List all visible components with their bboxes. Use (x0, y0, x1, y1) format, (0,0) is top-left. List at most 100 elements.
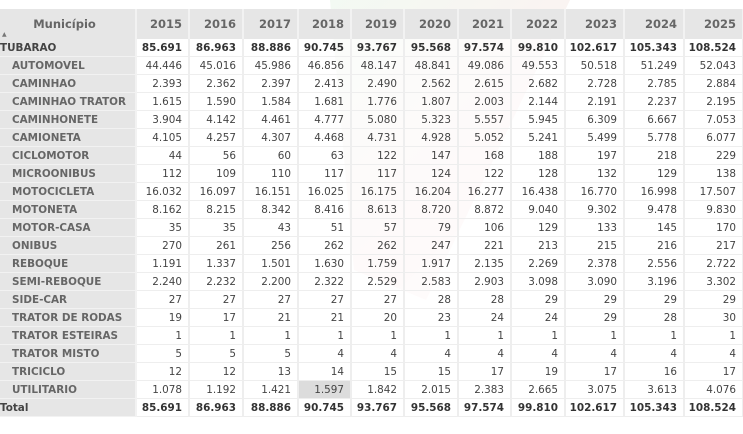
table-cell[interactable]: 2.728 (565, 74, 625, 93)
table-cell[interactable]: 2.397 (243, 74, 299, 93)
table-cell[interactable]: 6.077 (684, 128, 743, 147)
row-label[interactable]: CAMINHONETE (0, 110, 137, 129)
row-label[interactable]: TRATOR DE RODAS (0, 308, 137, 327)
table-cell[interactable]: 16 (624, 362, 685, 381)
table-cell[interactable]: 4 (458, 344, 512, 363)
table-cell[interactable]: 2.393 (136, 74, 190, 93)
table-cell[interactable]: 1.584 (243, 92, 299, 111)
column-header-2017[interactable]: 2017 (243, 9, 299, 39)
table-cell[interactable]: 29 (511, 290, 566, 309)
table-cell[interactable]: 4.461 (243, 110, 299, 129)
table-cell[interactable]: 1.807 (404, 92, 459, 111)
table-cell[interactable]: 1.776 (351, 92, 405, 111)
table-cell[interactable]: 14 (298, 362, 352, 381)
table-cell[interactable]: 2.144 (511, 92, 566, 111)
table-cell[interactable]: 1.597 (298, 380, 352, 399)
table-cell[interactable]: 1 (189, 326, 244, 345)
table-cell[interactable]: 2.240 (136, 272, 190, 291)
table-cell[interactable]: 99.810 (511, 39, 566, 57)
table-cell[interactable]: 4 (298, 344, 352, 363)
row-label[interactable]: CAMINHAO TRATOR (0, 92, 137, 111)
table-cell[interactable]: 5 (243, 344, 299, 363)
table-cell[interactable]: 88.886 (243, 398, 299, 417)
table-cell[interactable]: 105.343 (624, 39, 685, 57)
table-cell[interactable]: 9.040 (511, 200, 566, 219)
table-cell[interactable]: 24 (458, 308, 512, 327)
table-cell[interactable]: 85.691 (136, 398, 190, 417)
table-cell[interactable]: 57 (351, 218, 405, 237)
table-cell[interactable]: 8.215 (189, 200, 244, 219)
table-cell[interactable]: 2.665 (511, 380, 566, 399)
table-cell[interactable]: 1.191 (136, 254, 190, 273)
table-cell[interactable]: 23 (404, 308, 459, 327)
table-cell[interactable]: 56 (189, 146, 244, 165)
table-cell[interactable]: 4.257 (189, 128, 244, 147)
table-cell[interactable]: 17 (458, 362, 512, 381)
table-cell[interactable]: 261 (189, 236, 244, 255)
row-label[interactable]: TRICICLO (0, 362, 137, 381)
table-cell[interactable]: 6.667 (624, 110, 685, 129)
table-cell[interactable]: 99.810 (511, 398, 566, 417)
table-cell[interactable]: 1 (624, 326, 685, 345)
table-cell[interactable]: 12 (136, 362, 190, 381)
table-cell[interactable]: 28 (458, 290, 512, 309)
row-label[interactable]: CAMINHAO (0, 74, 137, 93)
table-cell[interactable]: 15 (404, 362, 459, 381)
table-cell[interactable]: 2.529 (351, 272, 405, 291)
table-cell[interactable]: 9.478 (624, 200, 685, 219)
column-header-2018[interactable]: 2018 (298, 9, 352, 39)
table-cell[interactable]: 2.378 (565, 254, 625, 273)
table-cell[interactable]: 122 (458, 164, 512, 183)
table-cell[interactable]: 97.574 (458, 39, 512, 57)
table-cell[interactable]: 110 (243, 164, 299, 183)
table-cell[interactable]: 3.098 (511, 272, 566, 291)
table-cell[interactable]: 97.574 (458, 398, 512, 417)
table-cell[interactable]: 5.945 (511, 110, 566, 129)
table-cell[interactable]: 45.986 (243, 56, 299, 75)
table-cell[interactable]: 197 (565, 146, 625, 165)
row-label[interactable]: Total (0, 398, 137, 417)
table-cell[interactable]: 2.237 (624, 92, 685, 111)
table-cell[interactable]: 21 (298, 308, 352, 327)
table-cell[interactable]: 109 (189, 164, 244, 183)
row-label[interactable]: TRATOR ESTEIRAS (0, 326, 137, 345)
table-cell[interactable]: 2.562 (404, 74, 459, 93)
table-cell[interactable]: 16.204 (404, 182, 459, 201)
table-cell[interactable]: 9.302 (565, 200, 625, 219)
table-cell[interactable]: 86.963 (189, 39, 244, 57)
table-cell[interactable]: 8.613 (351, 200, 405, 219)
sort-ascending-icon[interactable]: ▲ (2, 31, 7, 38)
table-cell[interactable]: 1.192 (189, 380, 244, 399)
table-cell[interactable]: 19 (136, 308, 190, 327)
table-cell[interactable]: 1 (243, 326, 299, 345)
table-cell[interactable]: 16.151 (243, 182, 299, 201)
table-cell[interactable]: 270 (136, 236, 190, 255)
table-cell[interactable]: 16.770 (565, 182, 625, 201)
table-cell[interactable]: 129 (511, 218, 566, 237)
row-label[interactable]: SIDE-CAR (0, 290, 137, 309)
table-cell[interactable]: 1 (404, 326, 459, 345)
table-cell[interactable]: 4 (565, 344, 625, 363)
table-cell[interactable]: 16.277 (458, 182, 512, 201)
table-cell[interactable]: 106 (458, 218, 512, 237)
table-cell[interactable]: 1.681 (298, 92, 352, 111)
table-cell[interactable]: 16.032 (136, 182, 190, 201)
table-cell[interactable]: 12 (189, 362, 244, 381)
table-cell[interactable]: 8.342 (243, 200, 299, 219)
table-cell[interactable]: 2.556 (624, 254, 685, 273)
table-cell[interactable]: 129 (624, 164, 685, 183)
table-cell[interactable]: 4.468 (298, 128, 352, 147)
table-cell[interactable]: 2.269 (511, 254, 566, 273)
table-cell[interactable]: 51.249 (624, 56, 685, 75)
table-cell[interactable]: 2.322 (298, 272, 352, 291)
table-cell[interactable]: 95.568 (404, 39, 459, 57)
table-cell[interactable]: 4.928 (404, 128, 459, 147)
table-cell[interactable]: 213 (511, 236, 566, 255)
table-cell[interactable]: 168 (458, 146, 512, 165)
table-cell[interactable]: 256 (243, 236, 299, 255)
table-cell[interactable]: 1.917 (404, 254, 459, 273)
table-cell[interactable]: 4.076 (684, 380, 743, 399)
table-cell[interactable]: 5.052 (458, 128, 512, 147)
table-cell[interactable]: 4 (684, 344, 743, 363)
table-cell[interactable]: 8.872 (458, 200, 512, 219)
